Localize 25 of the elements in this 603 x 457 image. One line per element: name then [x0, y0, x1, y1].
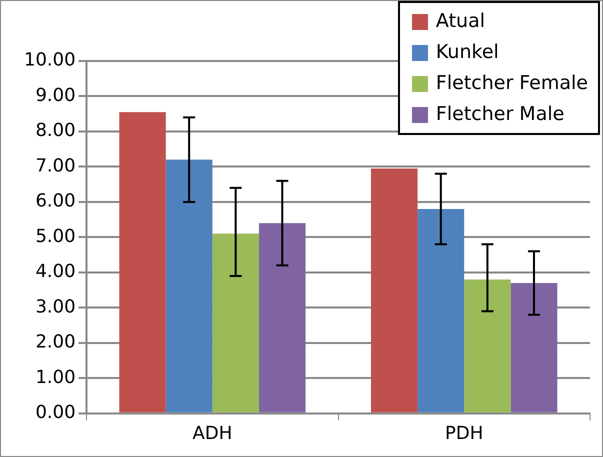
y-tick-label: 1.00 — [35, 366, 76, 388]
bar — [370, 168, 418, 412]
legend-label: Kunkel — [436, 40, 499, 65]
legend-label: Atual — [436, 9, 485, 34]
y-tick-label: 6.00 — [35, 190, 76, 212]
y-tick-label: 7.00 — [35, 155, 76, 176]
bar — [418, 209, 464, 412]
y-tick-label: 4.00 — [35, 261, 76, 282]
y-tick-label: 3.00 — [35, 296, 76, 318]
bar — [510, 283, 558, 412]
x-tick-label: ADH — [192, 422, 232, 444]
y-tick-label: 10.00 — [24, 50, 76, 71]
legend-label: Fletcher Male — [436, 102, 564, 127]
bar — [119, 112, 166, 412]
bar — [212, 234, 259, 412]
y-tick-label: 2.00 — [35, 332, 76, 353]
y-tick-label: 0.00 — [35, 402, 76, 424]
y-tick-label: 8.00 — [35, 120, 76, 142]
bar — [258, 223, 306, 412]
bar — [464, 279, 511, 412]
bar — [166, 160, 212, 412]
legend-label: Fletcher Female — [436, 71, 588, 96]
x-tick-label: PDH — [445, 422, 484, 444]
y-tick-label: 9.00 — [35, 84, 76, 106]
y-tick-label: 5.00 — [35, 226, 76, 247]
